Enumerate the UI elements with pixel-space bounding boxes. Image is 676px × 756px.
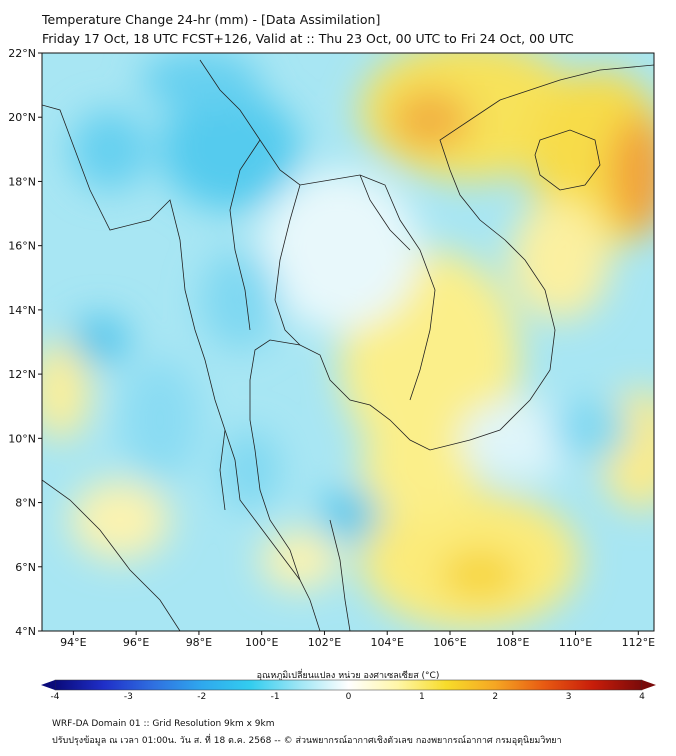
coastlines: [42, 59, 654, 631]
colorbar-tick-label: -2: [197, 692, 206, 702]
colorbar-tick-label: -4: [51, 692, 60, 702]
lat-tick-label: 4°N: [15, 625, 36, 638]
temperature-field: [42, 53, 654, 631]
colorbar-tick-label: 1: [419, 692, 425, 702]
lon-tick-label: 108°E: [496, 636, 529, 649]
lon-tick-label: 98°E: [186, 636, 212, 649]
lat-tick-label: 8°N: [15, 497, 36, 510]
lat-tick-label: 14°N: [8, 304, 36, 317]
lon-tick-label: 94°E: [60, 636, 86, 649]
colorbar-ticks: -4 -3 -2 -1 0 1 2 3 4: [51, 692, 646, 702]
colorbar-title: อุณหภูมิเปลี่ยนแปลง หน่วย องศาเซลเซียส (…: [257, 668, 440, 681]
lat-tick-label: 6°N: [15, 561, 36, 574]
footer-credit: ปรับปรุงข้อมูล ณ เวลา 01:00น. วัน ส. ที่…: [52, 736, 562, 746]
lon-tick-label: 106°E: [433, 636, 466, 649]
colorbar-tick-label: 3: [566, 692, 572, 702]
footer-model-info: WRF-DA Domain 01 :: Grid Resolution 9km …: [52, 719, 275, 729]
colorbar-gradient: [54, 679, 643, 691]
lon-tick-label: 96°E: [123, 636, 149, 649]
colorbar-tick-label: 4: [639, 692, 645, 702]
colorbar-max-extend: [642, 680, 656, 690]
lon-tick-label: 100°E: [245, 636, 278, 649]
lon-tick-label: 112°E: [622, 636, 655, 649]
colorbar-min-extend: [41, 680, 55, 690]
colorbar-tick-label: 0: [346, 692, 352, 702]
lon-tick-label: 104°E: [371, 636, 404, 649]
lat-tick-label: 12°N: [8, 368, 36, 381]
colorbar-tick-label: 2: [492, 692, 498, 702]
colorbar: [41, 679, 656, 691]
lon-tick-label: 102°E: [308, 636, 341, 649]
lat-tick-label: 16°N: [8, 240, 36, 253]
map-title: Temperature Change 24-hr (mm) - [Data As…: [42, 12, 381, 27]
lon-tick-label: 110°E: [559, 636, 592, 649]
latitude-axis: 22°N 20°N 18°N 16°N 14°N 12°N 10°N 8°N 6°N 4°N: [8, 47, 42, 638]
lat-tick-label: 20°N: [8, 111, 36, 124]
lat-tick-label: 10°N: [8, 432, 36, 445]
lat-tick-label: 22°N: [8, 47, 36, 60]
longitude-axis: 94°E 96°E 98°E 100°E 102°E 104°E 106°E 108°E 110…: [60, 631, 655, 649]
colorbar-tick-label: -1: [271, 692, 280, 702]
lat-tick-label: 18°N: [8, 175, 36, 188]
colorbar-tick-label: -3: [124, 692, 133, 702]
map-frame: [41, 52, 655, 632]
map-subtitle: Friday 17 Oct, 18 UTC FCST+126, Valid at…: [42, 31, 574, 46]
